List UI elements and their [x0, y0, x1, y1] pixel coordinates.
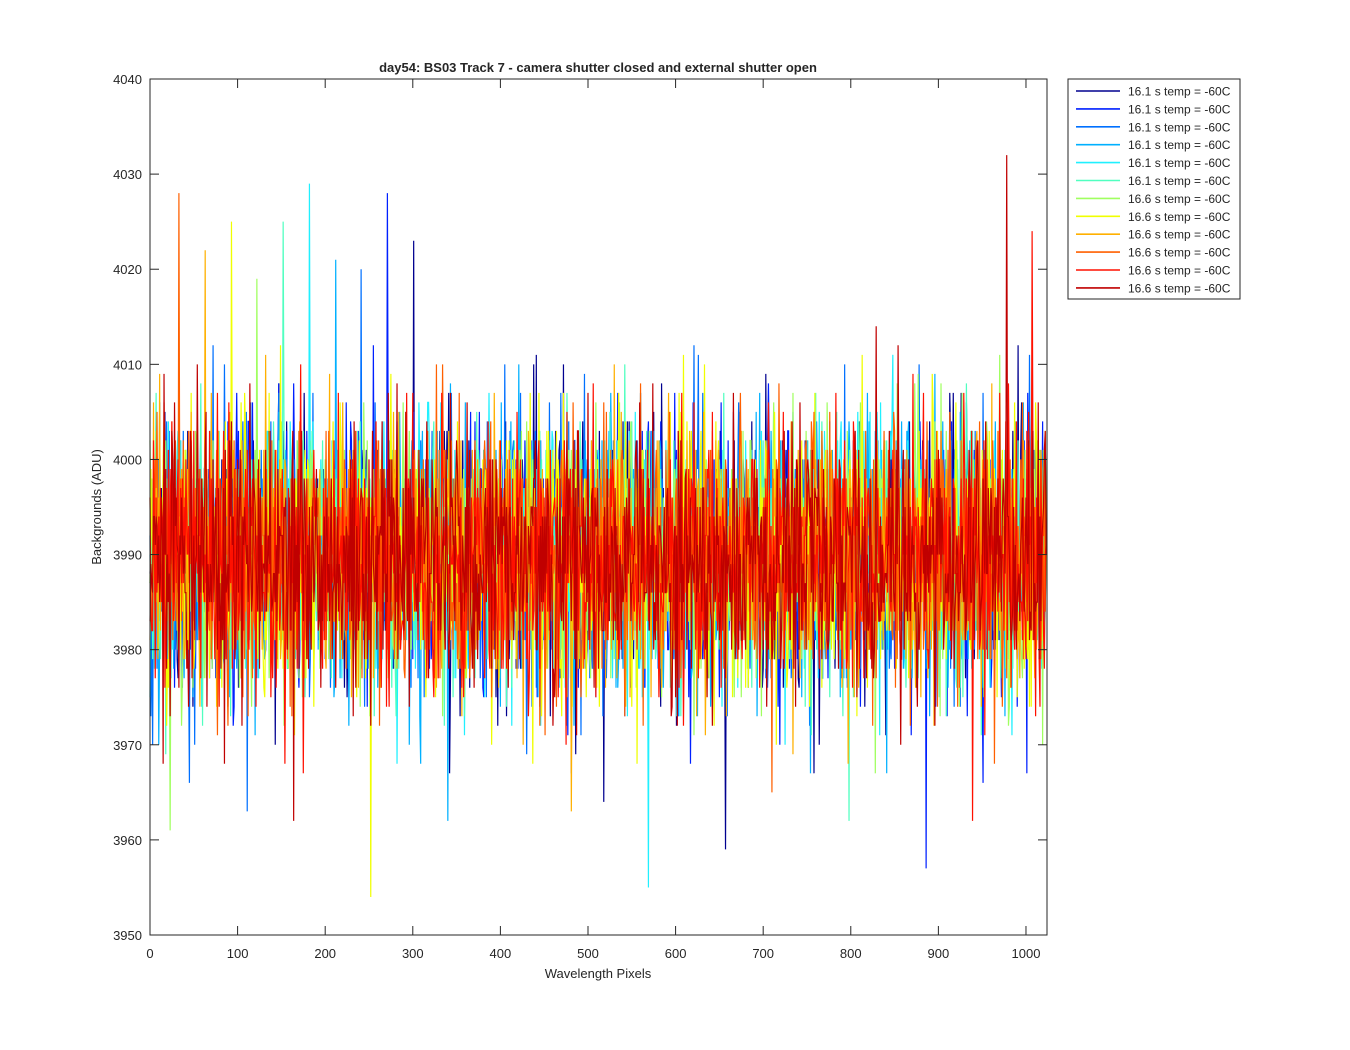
plot-frame — [149, 78, 1048, 936]
legend-label: 16.6 s temp = -60C — [1128, 210, 1231, 224]
legend-label: 16.1 s temp = -60C — [1128, 138, 1231, 152]
legend-items: 16.1 s temp = -60C 16.1 s temp = -60C 16.1… — [1076, 85, 1231, 295]
legend-label: 16.6 s temp = -60C — [1128, 246, 1231, 260]
x-axis-label: Wavelength Pixels — [545, 966, 652, 981]
x-tick-label: 400 — [490, 946, 512, 961]
x-tick-label: 900 — [928, 946, 950, 961]
x-tick-label: 500 — [577, 946, 599, 961]
x-tick-label: 700 — [752, 946, 774, 961]
y-tick-label: 4030 — [113, 167, 142, 182]
chart-title: day54: BS03 Track 7 - camera shutter clo… — [379, 60, 817, 75]
series-line-12 — [149, 155, 1047, 821]
y-tick-label: 3990 — [113, 548, 142, 563]
x-tick-label: 0 — [146, 946, 153, 961]
y-tick-label: 3950 — [113, 928, 142, 943]
legend-label: 16.6 s temp = -60C — [1128, 192, 1231, 206]
legend-label: 16.1 s temp = -60C — [1128, 156, 1231, 170]
y-tick-label: 3980 — [113, 643, 142, 658]
legend-label: 16.1 s temp = -60C — [1128, 174, 1231, 188]
legend-label: 16.1 s temp = -60C — [1128, 85, 1231, 99]
y-tick-label: 3970 — [113, 738, 142, 753]
y-tick-label: 4020 — [113, 262, 142, 277]
legend-label: 16.6 s temp = -60C — [1128, 264, 1231, 278]
legend-label: 16.6 s temp = -60C — [1128, 281, 1231, 295]
x-tick-label: 200 — [314, 946, 336, 961]
y-tick-label: 4000 — [113, 452, 142, 467]
y-tick-label: 4040 — [113, 72, 142, 87]
legend-box — [1067, 78, 1241, 300]
legend-label: 16.1 s temp = -60C — [1128, 102, 1231, 116]
plot-area: 0 100 200 300 400 500 600 700 800 900 1000 3950 3960… — [113, 72, 1048, 961]
y-tick-label: 4010 — [113, 357, 142, 372]
x-tick-label: 1000 — [1012, 946, 1041, 961]
x-tick-label: 600 — [665, 946, 687, 961]
legend: 16.1 s temp = -60C 16.1 s temp = -60C 16.1… — [1067, 78, 1241, 300]
x-tick-label: 800 — [840, 946, 862, 961]
legend-label: 16.6 s temp = -60C — [1128, 228, 1231, 242]
legend-label: 16.1 s temp = -60C — [1128, 120, 1231, 134]
y-tick-label: 3960 — [113, 833, 142, 848]
y-axis-label: Backgrounds (ADU) — [89, 449, 104, 565]
ticks-layer: 0 100 200 300 400 500 600 700 800 900 1000 3950 3960… — [113, 72, 1047, 961]
x-tick-label: 300 — [402, 946, 424, 961]
x-tick-label: 100 — [227, 946, 249, 961]
series-layer — [149, 155, 1047, 897]
